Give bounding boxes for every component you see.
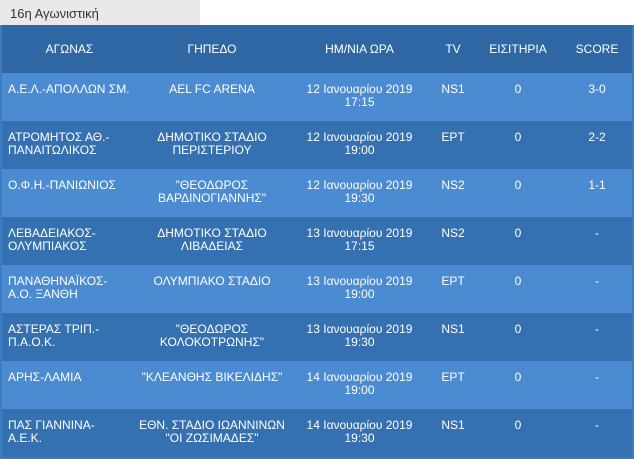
match-row: ΠΑΣ ΓΙΑΝΝΙΝΑ- Α.Ε.Κ. ΕΘΝ. ΣΤΑΔΙΟ ΙΩΑΝΝΙΝΩ…: [2, 409, 632, 457]
cell: "ΘΕΟΔΩΡΟΣ ΒΑΡΔΙΝΟΓΙΑΝΝΗΣ": [137, 169, 287, 217]
cell: 0: [474, 73, 562, 121]
column-header: ΕΙΣΙΤΗΡΙΑ: [474, 25, 562, 73]
cell: ΕΡΤ: [432, 265, 474, 313]
cell: 12 Ιανουαρίου 2019 19:00: [287, 121, 432, 169]
cell: "ΘΕΟΔΩΡΟΣ ΚΟΛΟΚΟΤΡΩΝΗΣ": [137, 313, 287, 361]
cell: 14 Ιανουαρίου 2019 19:30: [287, 409, 432, 457]
match-row: ΠΑΝΑΘΗΝΑΪΚΟΣ- Α.Ο. ΞΑΝΘΗ ΟΛΥΜΠΙΑΚΟ ΣΤΑΔΙΟ…: [2, 265, 632, 313]
cell: 0: [474, 217, 562, 265]
cell: 0: [474, 409, 562, 457]
cell: 0: [474, 169, 562, 217]
match-row: Α.Ε.Λ.-ΑΠΟΛΛΩΝ ΣΜ. AEL FC ARENA 12 Ιανουαρ…: [2, 73, 632, 121]
match-row: Ο.Φ.Η.-ΠΑΝΙΩΝΙΟΣ "ΘΕΟΔΩΡΟΣ ΒΑΡΔΙΝΟΓΙΑΝΝΗΣ…: [2, 169, 632, 217]
cell: NS1: [432, 409, 474, 457]
cell: ΠΑΣ ΓΙΑΝΝΙΝΑ- Α.Ε.Κ.: [2, 409, 137, 457]
cell: 13 Ιανουαρίου 2019 17:15: [287, 217, 432, 265]
cell: NS2: [432, 169, 474, 217]
cell: AEL FC ARENA: [137, 73, 287, 121]
cell: 13 Ιανουαρίου 2019 19:00: [287, 265, 432, 313]
fixtures-panel: ΑΓΩΝΑΣ ΓΗΠΕΔΟ ΗΜ/ΝΙΑ ΩΡΑ TV ΕΙΣΙΤΗΡΙΑ SCORE Α…: [0, 25, 634, 459]
cell: -: [562, 361, 632, 409]
column-header: TV: [432, 25, 474, 73]
match-row: ΛΕΒΑΔΕΙΑΚΟΣ- ΟΛΥΜΠΙΑΚΟΣ ΔΗΜΟΤΙΚΟ ΣΤΑΔΙΟ Λ…: [2, 217, 632, 265]
cell: 14 Ιανουαρίου 2019 19:00: [287, 361, 432, 409]
cell: 0: [474, 313, 562, 361]
cell: Ο.Φ.Η.-ΠΑΝΙΩΝΙΟΣ: [2, 169, 137, 217]
cell: "ΚΛΕΑΝΘΗΣ ΒΙΚΕΛΙΔΗΣ": [137, 361, 287, 409]
cell: ΠΑΝΑΘΗΝΑΪΚΟΣ- Α.Ο. ΞΑΝΘΗ: [2, 265, 137, 313]
cell: -: [562, 409, 632, 457]
cell: ΑΣΤΕΡΑΣ ΤΡΙΠ.- Π.Α.Ο.Κ.: [2, 313, 137, 361]
cell: 0: [474, 361, 562, 409]
column-header: ΗΜ/ΝΙΑ ΩΡΑ: [287, 25, 432, 73]
cell: ΕΘΝ. ΣΤΑΔΙΟ ΙΩΑΝΝΙΝΩΝ "ΟΙ ΖΩΣΙΜΑΔΕΣ": [137, 409, 287, 457]
cell: NS1: [432, 73, 474, 121]
cell: 0: [474, 121, 562, 169]
cell: ΑΡΗΣ-ΛΑΜΙΑ: [2, 361, 137, 409]
cell: 12 Ιανουαρίου 2019 19:30: [287, 169, 432, 217]
match-row: ΑΡΗΣ-ΛΑΜΙΑ "ΚΛΕΑΝΘΗΣ ΒΙΚΕΛΙΔΗΣ" 14 Ιανουαρ…: [2, 361, 632, 409]
column-header: ΑΓΩΝΑΣ: [2, 25, 137, 73]
round-tab[interactable]: 16η Αγωνιστική: [0, 0, 200, 25]
cell: -: [562, 265, 632, 313]
cell: NS1: [432, 313, 474, 361]
table-body: Α.Ε.Λ.-ΑΠΟΛΛΩΝ ΣΜ. AEL FC ARENA 12 Ιανουαρ…: [2, 73, 632, 457]
cell: ΑΤΡΟΜΗΤΟΣ ΑΘ.- ΠΑΝΑΙΤΩΛΙΚΟΣ: [2, 121, 137, 169]
column-header: SCORE: [562, 25, 632, 73]
cell: 12 Ιανουαρίου 2019 17:15: [287, 73, 432, 121]
cell: ΕΡΤ: [432, 121, 474, 169]
cell: ΕΡΤ: [432, 361, 474, 409]
cell: 0: [474, 265, 562, 313]
match-row: ΑΤΡΟΜΗΤΟΣ ΑΘ.- ΠΑΝΑΙΤΩΛΙΚΟΣ ΔΗΜΟΤΙΚΟ ΣΤΑΔ…: [2, 121, 632, 169]
cell: -: [562, 313, 632, 361]
column-header: ΓΗΠΕΔΟ: [137, 25, 287, 73]
header-row: ΑΓΩΝΑΣ ΓΗΠΕΔΟ ΗΜ/ΝΙΑ ΩΡΑ TV ΕΙΣΙΤΗΡΙΑ SCORE: [2, 25, 632, 73]
cell: 13 Ιανουαρίου 2019 19:30: [287, 313, 432, 361]
cell: -: [562, 217, 632, 265]
match-row: ΑΣΤΕΡΑΣ ΤΡΙΠ.- Π.Α.Ο.Κ. "ΘΕΟΔΩΡΟΣ ΚΟΛΟΚΟΤ…: [2, 313, 632, 361]
fixtures-table: ΑΓΩΝΑΣ ΓΗΠΕΔΟ ΗΜ/ΝΙΑ ΩΡΑ TV ΕΙΣΙΤΗΡΙΑ SCORE Α…: [2, 25, 632, 457]
cell: ΟΛΥΜΠΙΑΚΟ ΣΤΑΔΙΟ: [137, 265, 287, 313]
cell: 3-0: [562, 73, 632, 121]
cell: ΔΗΜΟΤΙΚΟ ΣΤΑΔΙΟ ΠΕΡΙΣΤΕΡΙΟΥ: [137, 121, 287, 169]
cell: 1-1: [562, 169, 632, 217]
cell: 2-2: [562, 121, 632, 169]
cell: ΛΕΒΑΔΕΙΑΚΟΣ- ΟΛΥΜΠΙΑΚΟΣ: [2, 217, 137, 265]
cell: NS2: [432, 217, 474, 265]
cell: ΔΗΜΟΤΙΚΟ ΣΤΑΔΙΟ ΛΙΒΑΔΕΙΑΣ: [137, 217, 287, 265]
cell: Α.Ε.Λ.-ΑΠΟΛΛΩΝ ΣΜ.: [2, 73, 137, 121]
